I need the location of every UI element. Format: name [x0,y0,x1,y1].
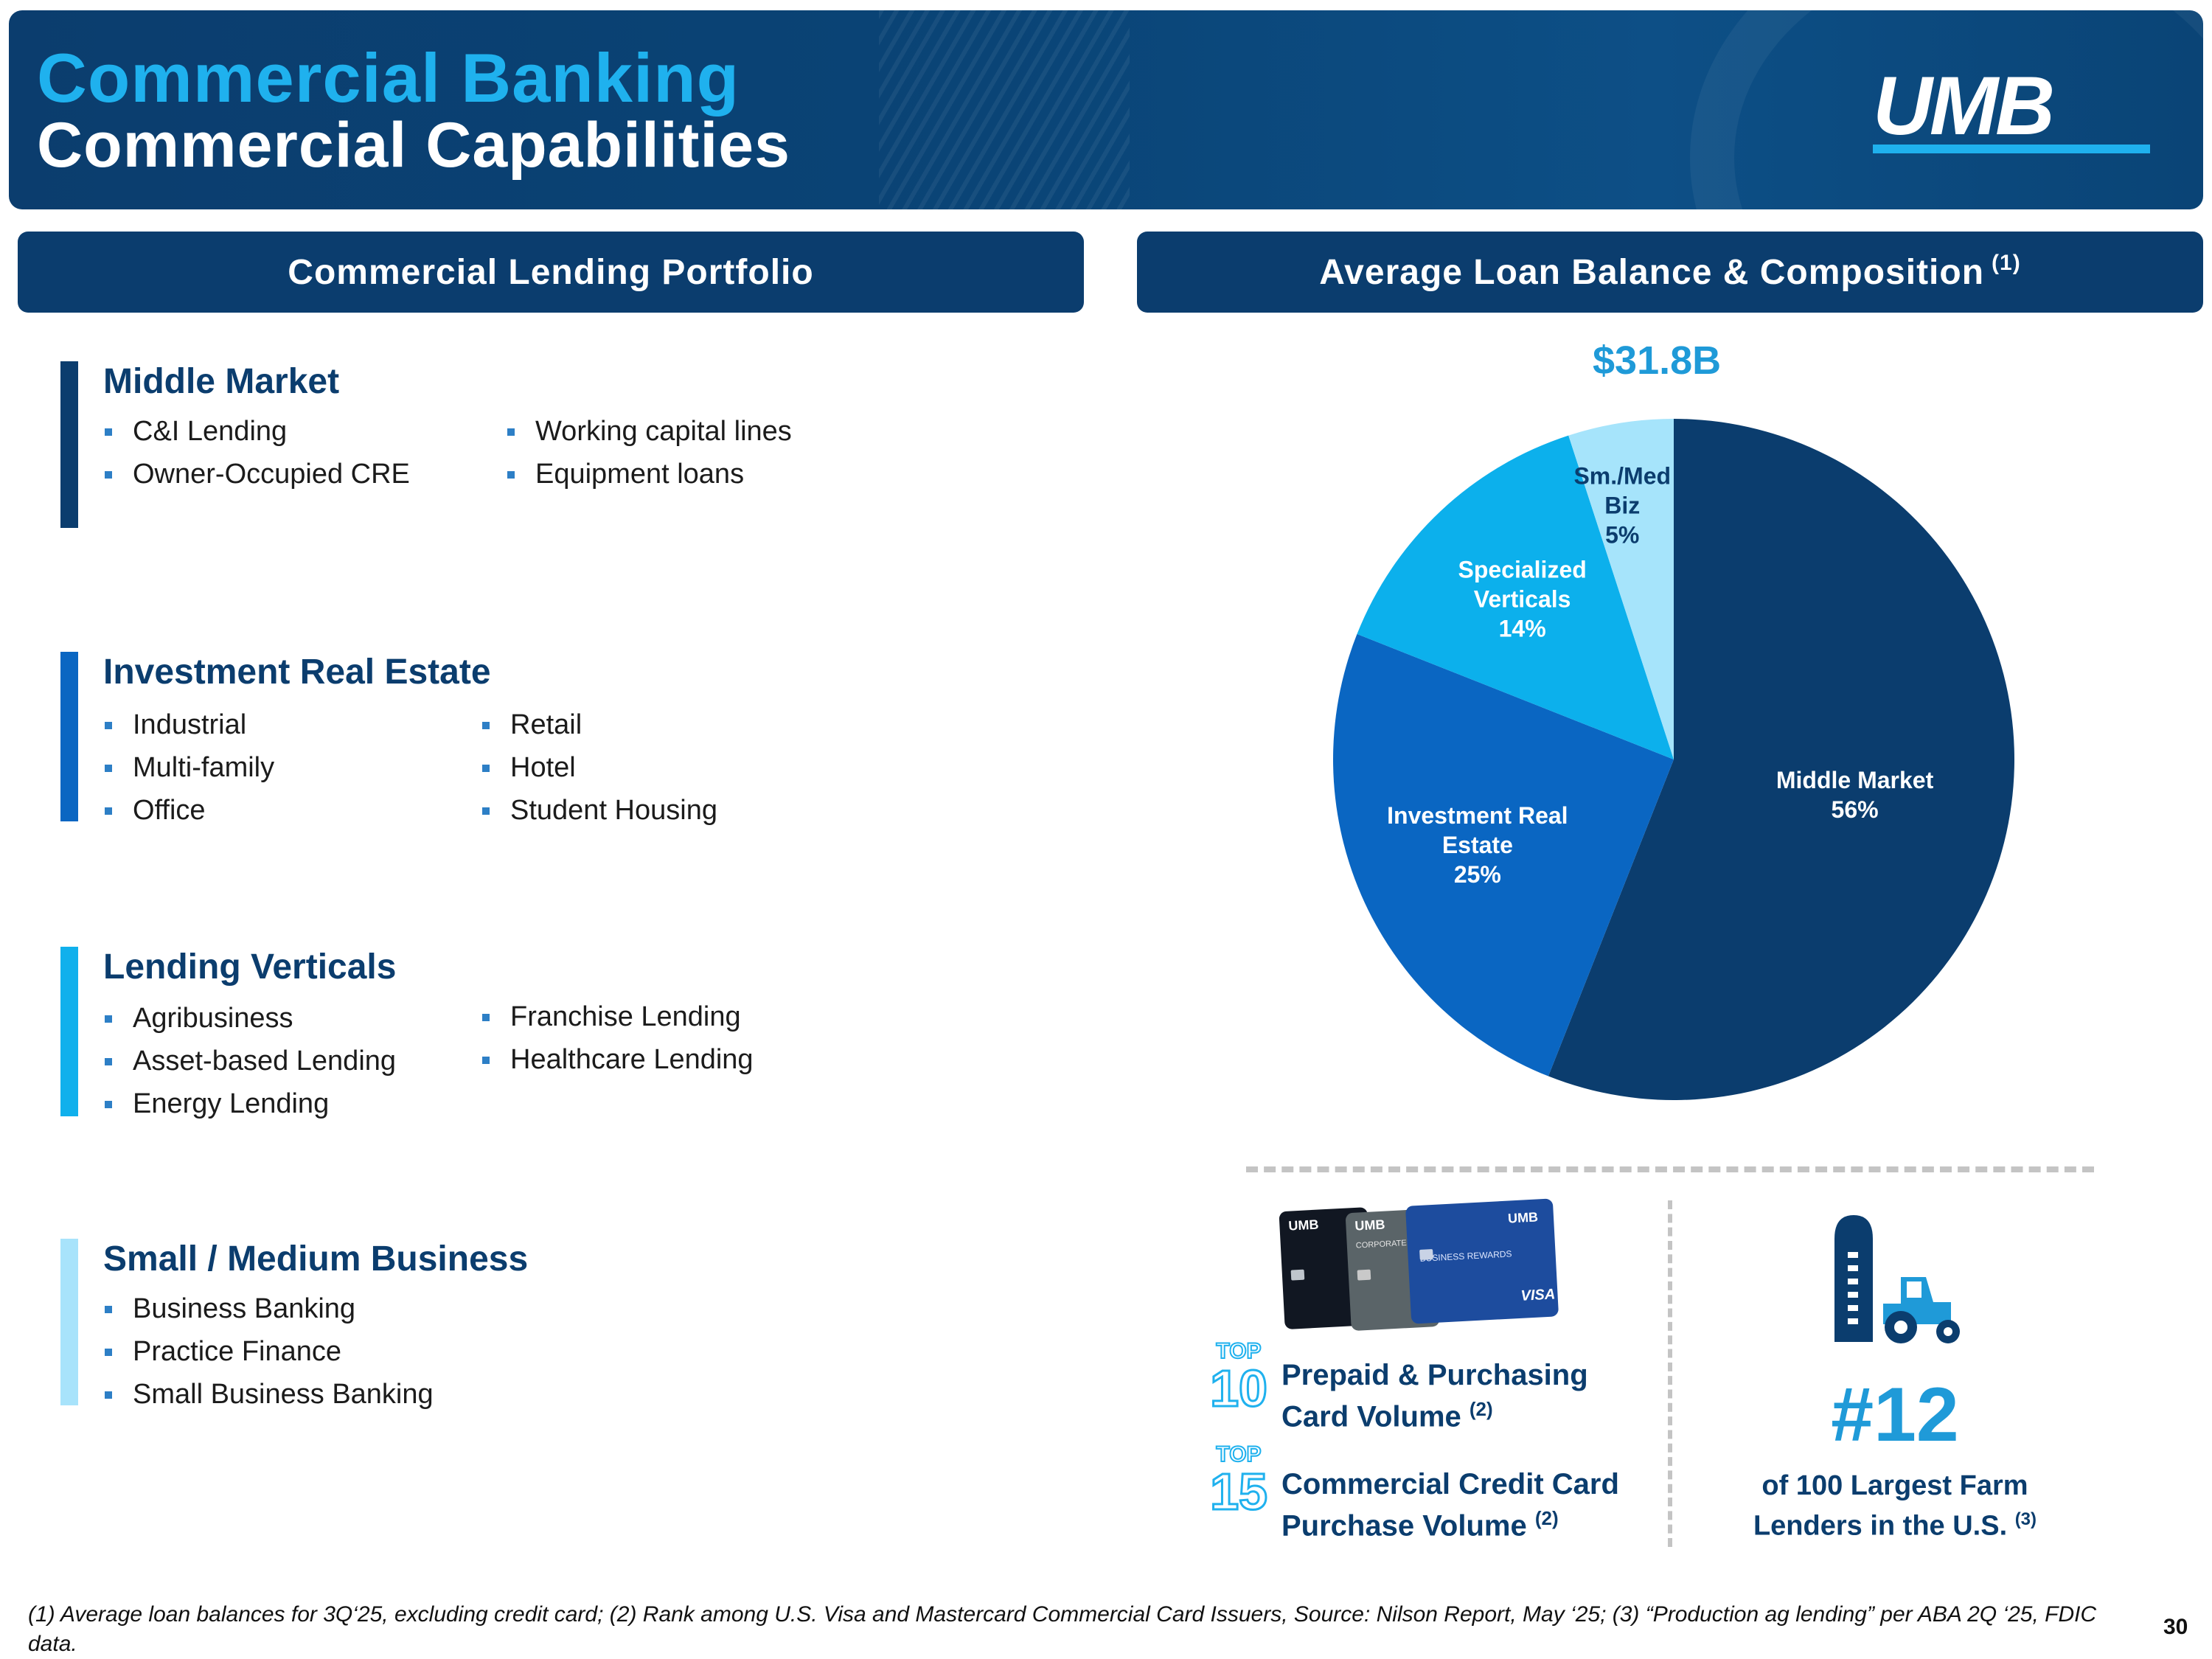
stat-footnote-ref: (2) [1534,1507,1559,1529]
list-item: Owner-Occupied CRE [103,453,410,495]
list-item: Office [103,789,274,832]
top-10-badge: TOP 10 [1200,1339,1277,1417]
farm-tractor-icon [1834,1215,1960,1343]
category-list-col1: Business Banking Practice Finance Small … [103,1287,434,1416]
page-subtitle: Commercial Capabilities [37,110,790,181]
loan-balance-total: $31.8B [1593,338,1722,383]
card-bank-name: UMB [1354,1217,1385,1234]
stat-footnote-ref: (3) [2014,1509,2037,1529]
loan-balance-heading: Average Loan Balance & Composition [1319,252,1985,292]
loan-balance-header: Average Loan Balance & Composition (1) [1137,232,2203,313]
page-title: Commercial Banking [37,39,740,116]
logo-text: UMB [1873,60,2055,152]
list-item: C&I Lending [103,410,410,453]
category-list-col2: Franchise Lending Healthcare Lending [481,995,754,1081]
pie-slice-label: Investment Real Estate 25% [1387,802,1568,888]
credit-cards-image: UMB UMB CORPORATE UMB BUSINESS REWARDS V… [1279,1198,1559,1331]
list-item: Hotel [481,746,717,789]
page-number: 30 [2163,1615,2188,1639]
card-business-label: BUSINESS REWARDS [1419,1248,1512,1264]
pie-slice [1568,419,1674,759]
category-bar [60,1239,78,1405]
loan-balance-footnote-ref: (1) [1992,251,2021,275]
farm-lender-rank: #12 [1831,1372,1959,1458]
banner-stripe-pattern [879,10,1130,209]
list-item: Franchise Lending [481,995,754,1038]
farm-lender-stat: of 100 Largest Farm Lenders in the U.S. … [1688,1469,2101,1543]
list-item: Asset-based Lending [103,1040,396,1082]
lending-portfolio-header: Commercial Lending Portfolio [18,232,1084,313]
loan-composition-pie-chart: Middle Market 56% Investment Real Estate 25%… [1333,419,2014,1100]
category-heading: Investment Real Estate [103,653,491,692]
card-corporate-label: CORPORATE [1356,1239,1407,1251]
category-heading: Lending Verticals [103,947,397,987]
list-item: Practice Finance [103,1330,434,1373]
category-bar [60,947,78,1116]
header-banner [9,10,2203,209]
credit-card-stat: Commercial Credit Card Purchase Volume (… [1281,1467,1619,1543]
umb-logo: UMB [1873,60,2153,153]
list-item: Industrial [103,703,274,746]
stat-line1: Prepaid & Purchasing [1281,1359,1588,1391]
top-label: TOP [1215,1339,1262,1363]
list-item: Equipment loans [506,453,792,495]
pie-slice [1548,419,2014,1100]
list-item: Student Housing [481,789,717,832]
lending-portfolio-heading: Commercial Lending Portfolio [288,252,814,292]
pie-slice [1333,633,1674,1077]
category-bar [60,652,78,821]
list-item: Energy Lending [103,1082,396,1125]
category-list-col1: Agribusiness Asset-based Lending Energy … [103,997,396,1125]
pie-slice-label: Sm./Med Biz 5% [1573,462,1671,548]
list-item: Working capital lines [506,410,792,453]
category-list-col2: Retail Hotel Student Housing [481,703,717,832]
category-heading: Middle Market [103,362,340,401]
list-item: Healthcare Lending [481,1038,754,1081]
horizontal-divider [1246,1166,2094,1172]
card-bank-name: UMB [1508,1209,1539,1225]
vertical-divider [1668,1200,1672,1547]
category-heading: Small / Medium Business [103,1239,529,1279]
list-item: Business Banking [103,1287,434,1330]
stat-line2: Purchase Volume [1281,1509,1527,1543]
stat-line2: Lenders in the U.S. [1753,1510,2008,1542]
card-visa-label: VISA [1520,1286,1556,1304]
list-item: Small Business Banking [103,1373,434,1416]
stat-line2: Card Volume [1281,1400,1461,1433]
rank-number: 15 [1209,1463,1269,1520]
pie-slice-label: Middle Market 56% [1776,767,1934,823]
list-item: Retail [481,703,717,746]
category-list-col1: C&I Lending Owner-Occupied CRE [103,410,410,495]
prepaid-card-stat: Prepaid & Purchasing Card Volume (2) [1281,1358,1588,1433]
top-label: TOP [1215,1442,1262,1467]
category-list-col2: Working capital lines Equipment loans [506,410,792,495]
footnote: (1) Average loan balances for 3Q‘25, exc… [28,1602,2097,1656]
stat-line1: of 100 Largest Farm [1761,1470,2028,1501]
top-15-badge: TOP 15 [1200,1442,1277,1520]
list-item: Multi-family [103,746,274,789]
category-bar [60,361,78,528]
list-item: Agribusiness [103,997,396,1040]
pie-slice [1357,435,1674,759]
stat-line1: Commercial Credit Card [1281,1468,1619,1500]
rank-number: 10 [1209,1360,1269,1417]
category-list-col1: Industrial Multi-family Office [103,703,274,832]
logo-underline [1873,145,2150,153]
card-bank-name: UMB [1288,1217,1319,1234]
pie-slice-label: Specialized Verticals 14% [1458,556,1586,641]
stat-footnote-ref: (2) [1469,1398,1493,1420]
